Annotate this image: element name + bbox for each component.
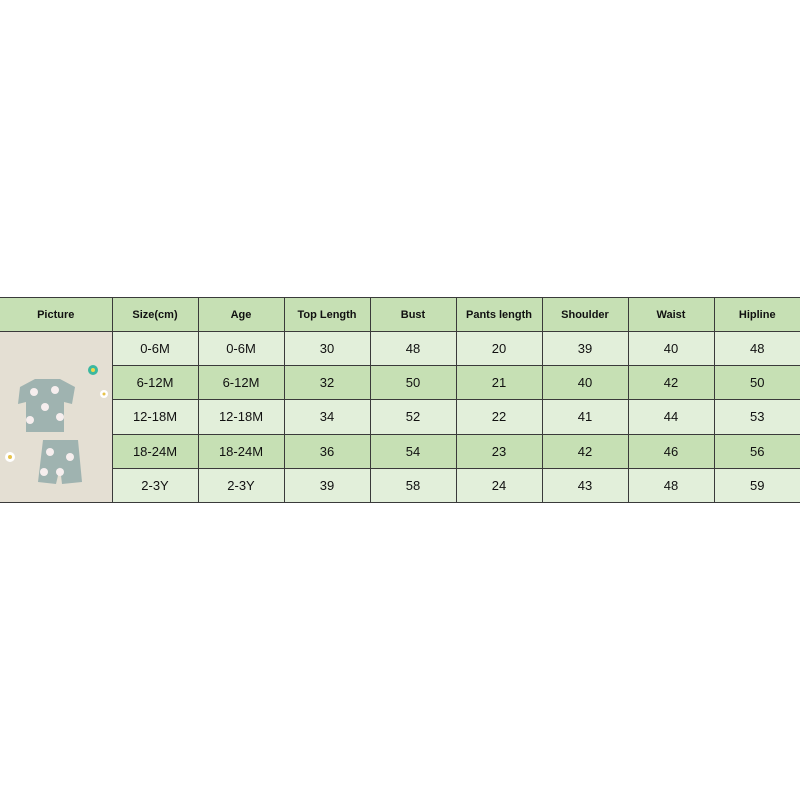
header-age: Age [197, 297, 285, 332]
table-cell: 44 [627, 399, 715, 435]
table-cell: 56 [713, 433, 800, 469]
table-cell: 39 [283, 467, 371, 504]
table-cell: 6-12M [111, 365, 199, 401]
table-cell: 0-6M [111, 330, 199, 367]
table-cell: 54 [369, 433, 457, 469]
table-cell: 42 [627, 365, 715, 401]
table-cell: 46 [627, 433, 715, 469]
table-row: 0-6M 0-6M 30 48 20 39 40 48 [0, 330, 800, 503]
table-cell: 32 [283, 365, 371, 401]
table-cell: 40 [541, 365, 629, 401]
table-cell: 50 [713, 365, 800, 401]
product-picture [0, 331, 113, 503]
table-row: 6-12M 6-12M 32 50 21 40 42 50 [0, 365, 800, 401]
table-cell: 39 [541, 330, 629, 367]
table-cell: 43 [541, 467, 629, 504]
table-cell: 41 [541, 399, 629, 435]
table-cell: 42 [541, 433, 629, 469]
table-cell: 48 [369, 330, 457, 367]
table-cell: 30 [283, 330, 371, 367]
header-waist: Waist [627, 297, 715, 332]
table-cell: 2-3Y [111, 467, 199, 504]
table-row: 2-3Y 2-3Y 39 58 24 43 48 59 [0, 467, 800, 504]
table-cell: 53 [713, 399, 800, 435]
table-cell: 52 [369, 399, 457, 435]
table-cell: 24 [455, 467, 543, 504]
header-picture: Picture [0, 297, 113, 332]
knit-outfit-image [0, 332, 112, 502]
table-cell: 36 [283, 433, 371, 469]
header-shoulder: Shoulder [541, 297, 629, 332]
table-cell: 12-18M [197, 399, 285, 435]
table-cell: 50 [369, 365, 457, 401]
table-row: 18-24M 18-24M 36 54 23 42 46 56 [0, 433, 800, 469]
header-top-length: Top Length [283, 297, 371, 332]
table-cell: 18-24M [197, 433, 285, 469]
table-cell: 48 [713, 330, 800, 367]
table-cell: 0-6M [197, 330, 285, 367]
table-cell: 59 [713, 467, 800, 504]
table-cell: 20 [455, 330, 543, 367]
header-hipline: Hipline [713, 297, 800, 332]
size-chart-table: Picture Size(cm) Age Top Length Bust Pan… [0, 297, 800, 504]
header-bust: Bust [369, 297, 457, 332]
table-cell: 2-3Y [197, 467, 285, 504]
header-size: Size(cm) [111, 297, 199, 332]
table-cell: 34 [283, 399, 371, 435]
table-cell: 23 [455, 433, 543, 469]
table-cell: 58 [369, 467, 457, 504]
table-cell: 21 [455, 365, 543, 401]
table-cell: 6-12M [197, 365, 285, 401]
table-cell: 40 [627, 330, 715, 367]
table-cell: 18-24M [111, 433, 199, 469]
header-pants-length: Pants length [455, 297, 543, 332]
table-row: 12-18M 12-18M 34 52 22 41 44 53 [0, 399, 800, 435]
table-cell: 48 [627, 467, 715, 504]
table-cell: 12-18M [111, 399, 199, 435]
table-cell: 22 [455, 399, 543, 435]
header-row: Picture Size(cm) Age Top Length Bust Pan… [0, 297, 800, 332]
